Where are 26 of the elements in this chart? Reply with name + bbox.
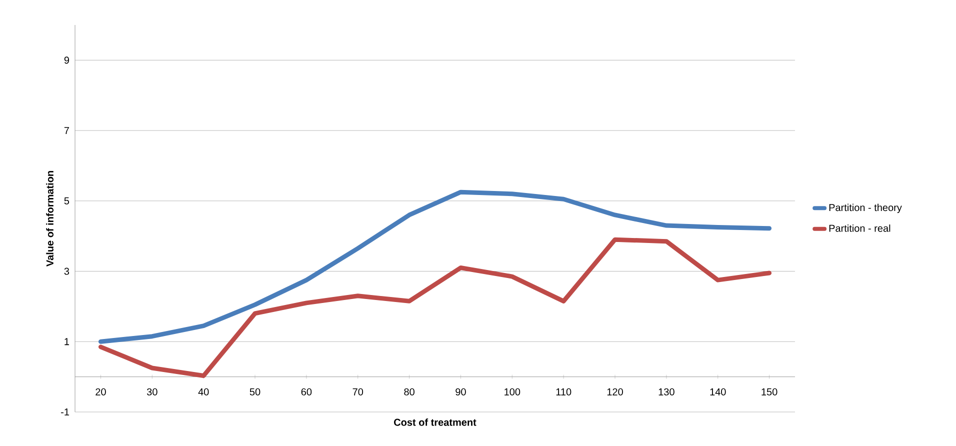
x-tick-label: 60	[301, 388, 312, 396]
y-axis-title: Value of information	[46, 171, 54, 266]
x-tick-label: 70	[352, 388, 364, 396]
x-tick-label: 30	[146, 388, 158, 396]
x-tick-label: 20	[96, 388, 106, 396]
x-tick-label: 110	[556, 388, 572, 396]
x-tick-label: 120	[607, 388, 623, 396]
x-tick-label: 130	[658, 388, 674, 396]
x-tick-label: 100	[504, 388, 520, 396]
y-tick-label: 5	[64, 197, 70, 204]
y-tick-label: 1	[64, 338, 69, 346]
x-tick-label: 80	[404, 388, 414, 396]
line-series	[98, 237, 772, 378]
y-tick-label: 3	[64, 268, 70, 275]
x-tick-label: 90	[456, 388, 466, 396]
x-tick-label: 150	[762, 388, 778, 396]
x-axis-title: Cost of treatment	[394, 418, 476, 426]
x-tick-label: 140	[710, 388, 726, 396]
legend-label: Partition - theory	[829, 204, 902, 214]
line-series	[98, 190, 772, 344]
y-tick-label: 9	[64, 56, 70, 64]
x-tick-label: 50	[250, 388, 260, 396]
x-tick-label: 40	[198, 388, 209, 396]
y-tick-label: -1	[61, 408, 69, 416]
legend-label: Partition - real	[829, 224, 890, 232]
y-tick-label: 7	[64, 127, 69, 134]
